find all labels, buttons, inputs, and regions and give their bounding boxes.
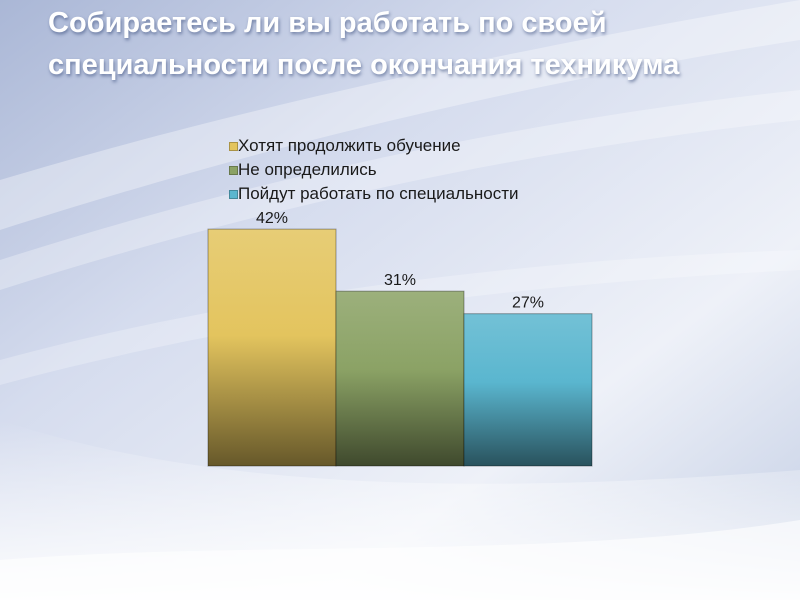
bar-value-label: 31% [384, 272, 416, 289]
bar-value-label: 42% [256, 210, 288, 227]
legend-label: Хотят продолжить обучение [238, 136, 461, 155]
slide-title: Собираетесь ли вы работать по своей спец… [48, 7, 680, 81]
legend-label: Пойдут работать по специальности [238, 184, 519, 203]
legend-swatch [229, 142, 238, 151]
bar [207, 228, 337, 467]
legend-label: Не определились [238, 160, 377, 179]
bar [463, 313, 593, 467]
bar [335, 290, 465, 467]
bar-value-label: 27% [512, 295, 544, 312]
legend-swatch [229, 166, 238, 175]
legend-swatch [229, 190, 238, 199]
